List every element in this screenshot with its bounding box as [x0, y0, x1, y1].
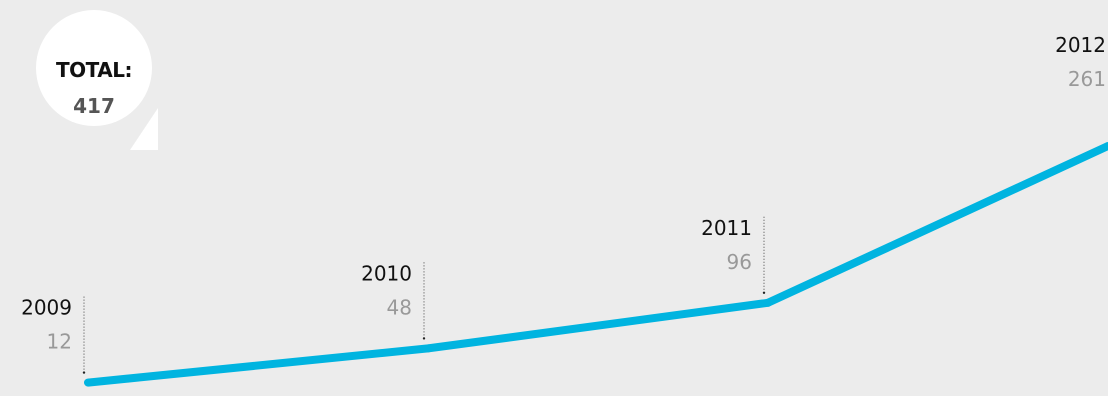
value-label-2012: 261: [1068, 67, 1106, 91]
year-label-2010: 2010: [361, 261, 412, 285]
value-label-2011: 96: [727, 250, 752, 274]
value-label-2010: 48: [387, 295, 412, 319]
data-point-2012: [1104, 142, 1108, 150]
value-label-2009: 12: [47, 330, 72, 354]
total-value: 417: [73, 94, 115, 118]
total-bubble: TOTAL: 417: [36, 10, 152, 126]
leader-dot-2009: [82, 371, 86, 374]
total-label: TOTAL:: [56, 58, 132, 82]
data-point-2010: [424, 344, 432, 353]
year-label-2011: 2011: [701, 216, 752, 240]
year-label-2009: 2009: [21, 296, 72, 320]
leader-dot-2011: [762, 291, 766, 294]
series-line: [87, 142, 1108, 387]
bubble-tail: [130, 108, 158, 150]
data-point-2011: [764, 298, 772, 307]
year-label-2012: 2012: [1055, 33, 1106, 57]
leader-dot-2010: [422, 337, 426, 340]
data-point-2009: [84, 378, 92, 387]
